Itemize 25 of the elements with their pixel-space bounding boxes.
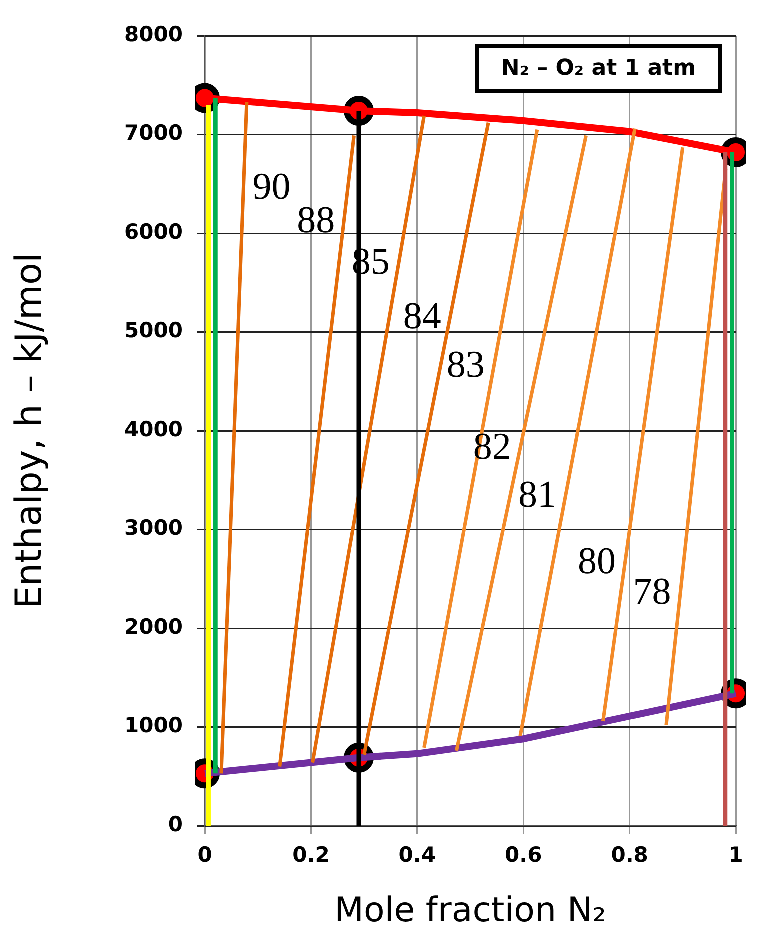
- x-tick-label: 0.4: [398, 843, 436, 868]
- y-tick-label: 1000: [124, 714, 183, 738]
- y-tick-label: 5000: [124, 318, 183, 343]
- y-axis-title: Enthalpy, h – kJ/mol: [8, 253, 50, 609]
- annotation: 83: [446, 344, 485, 386]
- annotation: 88: [297, 200, 336, 242]
- y-tick-label: 4000: [124, 417, 183, 442]
- text: N₂ – O₂ at 1 atm: [475, 44, 722, 93]
- x-tick-label: 0: [198, 843, 212, 868]
- y-tick-label: 6000: [124, 220, 183, 244]
- x-tick-label: 0.8: [611, 843, 648, 868]
- y-tick-label: 3000: [124, 516, 183, 540]
- annotation: 84: [403, 295, 442, 338]
- x-tick-label: 0.6: [505, 843, 542, 868]
- x-tick-label: 0.2: [292, 843, 330, 868]
- annotation: 78: [633, 570, 672, 613]
- y-tick-label: 7000: [124, 121, 183, 146]
- x-tick-label: 1: [728, 843, 744, 868]
- y-tick-label: 8000: [124, 22, 183, 46]
- y-tick-label: 2000: [124, 614, 183, 639]
- annotation: 80: [578, 540, 616, 582]
- annotation: 81: [518, 474, 557, 516]
- x-axis-title: Mole fraction N₂: [334, 890, 606, 930]
- y-tick-label: 0: [168, 812, 183, 836]
- annotation: 90: [252, 166, 291, 208]
